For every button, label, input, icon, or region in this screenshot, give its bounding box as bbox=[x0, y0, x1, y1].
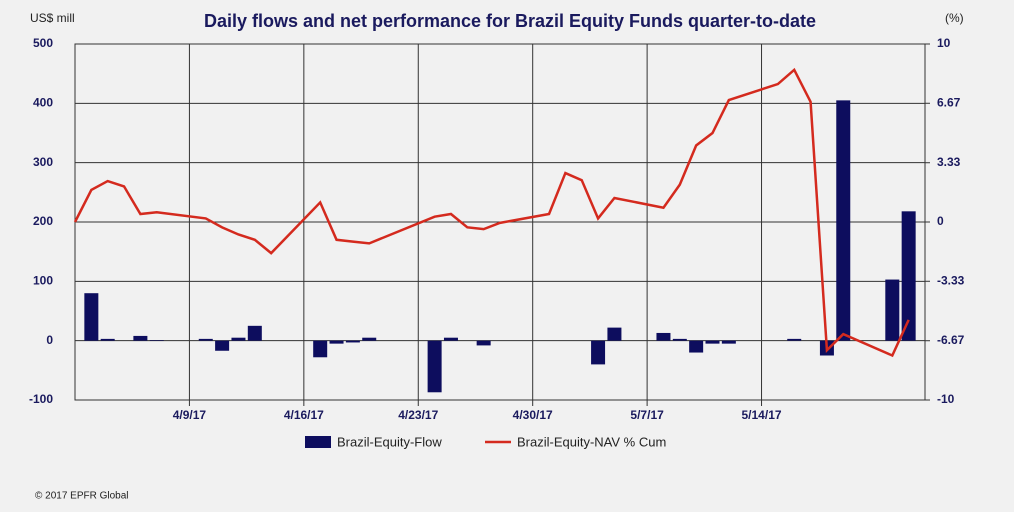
bar bbox=[705, 340, 720, 344]
x-tick-label: 4/23/17 bbox=[398, 408, 438, 422]
y-tick-label: 400 bbox=[33, 96, 53, 110]
y-axis-label: US$ mill bbox=[30, 11, 75, 25]
y-tick-label: 500 bbox=[33, 36, 53, 50]
bar bbox=[591, 340, 606, 365]
bar bbox=[476, 340, 491, 346]
y2-tick-label: 0 bbox=[937, 214, 944, 228]
bar bbox=[427, 340, 442, 393]
legend-label: Brazil-Equity-NAV % Cum bbox=[517, 434, 666, 449]
y2-axis-label: (%) bbox=[945, 11, 964, 25]
y2-tick-label: -3.33 bbox=[937, 273, 965, 287]
y-tick-label: -100 bbox=[29, 392, 53, 406]
bar bbox=[329, 340, 344, 344]
bar bbox=[313, 340, 328, 358]
x-tick-label: 5/7/17 bbox=[630, 408, 664, 422]
x-tick-label: 4/16/17 bbox=[284, 408, 324, 422]
bar bbox=[885, 279, 900, 341]
y2-tick-label: 3.33 bbox=[937, 155, 961, 169]
bar bbox=[100, 338, 115, 341]
bar bbox=[215, 340, 230, 351]
y-tick-label: 300 bbox=[33, 155, 53, 169]
x-tick-label: 4/9/17 bbox=[173, 408, 207, 422]
x-tick-label: 5/14/17 bbox=[742, 408, 782, 422]
y-tick-label: 200 bbox=[33, 214, 53, 228]
bar bbox=[133, 335, 148, 341]
bar bbox=[672, 338, 687, 341]
chart-title: Daily flows and net performance for Braz… bbox=[204, 11, 816, 31]
line bbox=[73, 67, 910, 358]
bar bbox=[198, 338, 213, 341]
y2-tick-label: -6.67 bbox=[937, 333, 965, 347]
bar bbox=[787, 338, 802, 341]
bar bbox=[721, 340, 736, 344]
y-tick-label: 0 bbox=[46, 333, 53, 347]
bar bbox=[836, 100, 851, 341]
bar bbox=[901, 211, 916, 341]
bar bbox=[689, 340, 704, 353]
bar bbox=[247, 325, 262, 341]
legend-swatch bbox=[305, 436, 331, 448]
footer: © 2017 EPFR Global bbox=[35, 491, 129, 502]
bar bbox=[149, 340, 164, 341]
y2-tick-label: 6.67 bbox=[937, 95, 961, 109]
y-tick-label: 100 bbox=[33, 274, 53, 288]
bar bbox=[345, 340, 360, 343]
bar bbox=[607, 327, 622, 341]
bar bbox=[443, 337, 458, 341]
legend-label: Brazil-Equity-Flow bbox=[337, 434, 442, 449]
bar bbox=[362, 337, 377, 341]
bar bbox=[84, 293, 99, 341]
bar bbox=[231, 337, 246, 341]
x-tick-label: 4/30/17 bbox=[513, 408, 553, 422]
y2-tick-label: -10 bbox=[937, 392, 955, 406]
bar bbox=[656, 332, 671, 341]
y2-tick-label: 10 bbox=[937, 36, 951, 50]
